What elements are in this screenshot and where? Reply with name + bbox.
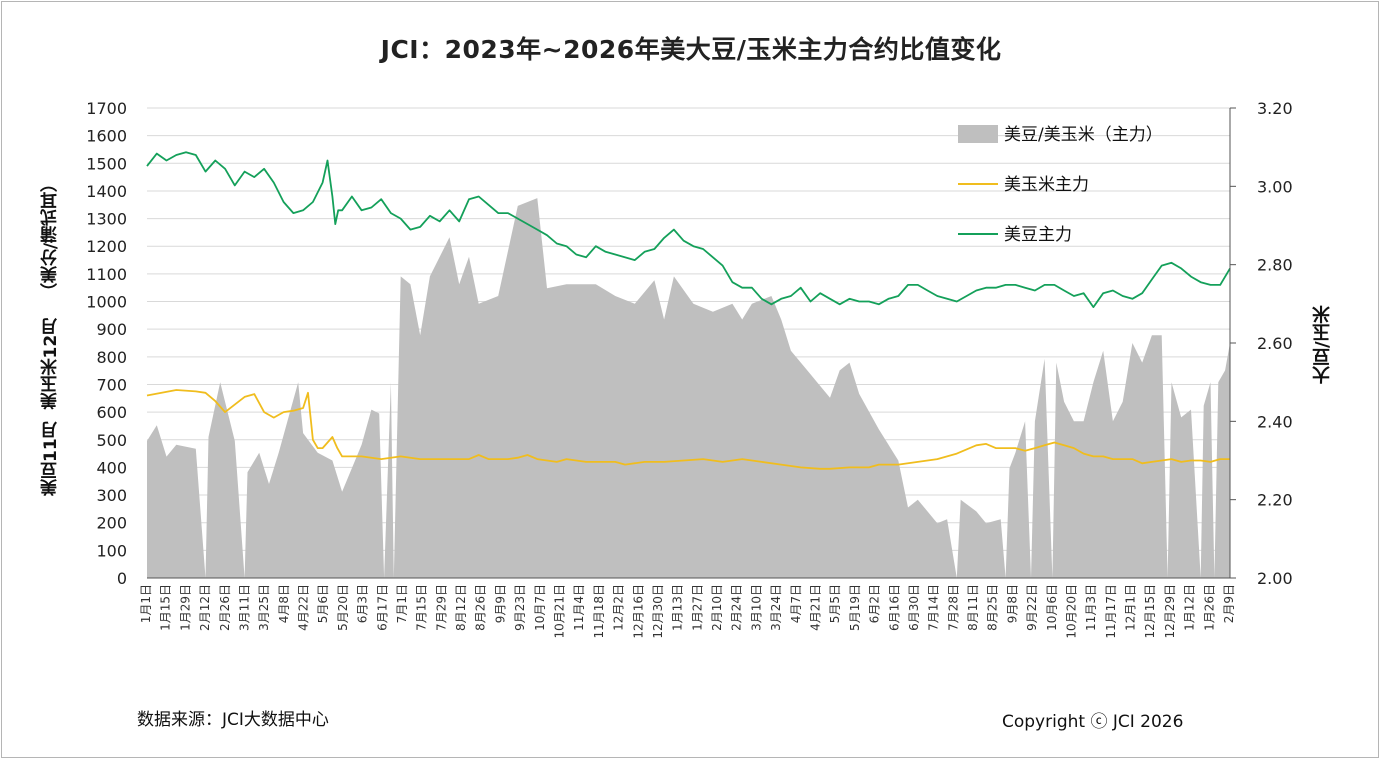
legend-label: 美豆/美玉米（主力） [1004, 125, 1163, 145]
y-right-tick-label: 2.40 [1257, 412, 1293, 431]
x-tick-label: 9月9日 [493, 584, 507, 623]
y-right-tick-label: 2.60 [1257, 334, 1293, 353]
corn-line-series [146, 389, 1230, 470]
x-tick-label: 7月14日 [927, 584, 941, 631]
x-tick-label: 5月6日 [316, 584, 330, 623]
x-tick-label: 1月27日 [690, 584, 704, 631]
x-tick-label: 5月20日 [336, 584, 350, 631]
y-right-tick-label: 2.20 [1257, 491, 1293, 510]
x-tick-label: 9月8日 [1005, 584, 1019, 623]
x-tick-label: 8月12日 [454, 584, 468, 631]
y-left-tick-label: 100 [96, 541, 127, 560]
y-left-tick-label: 1200 [86, 237, 127, 256]
x-tick-label: 2月10日 [710, 584, 724, 631]
copyright: Copyright ⓒ JCI 2026 [1002, 712, 1184, 732]
y-right-tick-label: 2.80 [1257, 256, 1293, 275]
y-left-tick-label: 1500 [86, 154, 127, 173]
soy-line-series [146, 151, 1231, 309]
x-tick-label: 6月2日 [868, 584, 882, 623]
x-tick-label: 10月20日 [1065, 584, 1079, 639]
x-tick-label: 8月11日 [966, 584, 980, 631]
y-left-tick-label: 1300 [86, 210, 127, 229]
x-tick-label: 1月12日 [1183, 584, 1197, 631]
x-tick-label: 12月1日 [1124, 584, 1138, 631]
data-source: 数据来源：JCI大数据中心 [137, 710, 329, 730]
x-tick-label: 4月22日 [297, 584, 311, 631]
x-tick-label: 11月4日 [572, 584, 586, 631]
x-tick-label: 3月11日 [238, 584, 252, 631]
x-tick-label: 6月16日 [887, 584, 901, 631]
x-tick-label: 9月22日 [1025, 584, 1039, 631]
x-tick-label: 7月1日 [395, 584, 409, 623]
x-tick-label: 2月24日 [730, 584, 744, 631]
legend-label: 美豆主力 [1004, 225, 1072, 245]
x-tick-label: 11月17日 [1104, 584, 1118, 639]
x-tick-label: 6月3日 [356, 584, 370, 623]
legend-label: 美玉米主力 [1004, 175, 1089, 195]
x-tick-label: 1月15日 [159, 584, 173, 631]
x-tick-label: 1月13日 [671, 584, 685, 631]
x-tick-label: 1月29日 [178, 584, 192, 631]
axes: 0 100 200 300 400 500 600 700 800 900 1000 1100 1200… [86, 99, 1292, 639]
y-left-tick-label: 1600 [86, 127, 127, 146]
x-tick-label: 4月21日 [809, 584, 823, 631]
chart-title: JCI：2023年~2026年美大豆/玉米主力合约比值变化 [380, 35, 1002, 64]
y-left-tick-label: 700 [96, 375, 127, 394]
x-tick-label: 6月17日 [375, 584, 389, 631]
x-tick-label: 5月5日 [828, 584, 842, 623]
x-tick-label: 4月8日 [277, 584, 291, 623]
y-right-tick-label: 3.20 [1257, 99, 1293, 118]
x-tick-label: 2月9日 [1222, 584, 1236, 623]
x-tick-label: 8月25日 [986, 584, 1000, 631]
x-tick-label: 11月18日 [592, 584, 606, 639]
x-tick-label: 1月1日 [139, 584, 153, 623]
x-tick-label: 10月7日 [533, 584, 547, 631]
x-tick-label: 7月15日 [415, 584, 429, 631]
y-right-tick-label: 2.00 [1257, 569, 1293, 588]
x-tick-label: 7月29日 [434, 584, 448, 631]
x-tick-label: 12月29日 [1163, 584, 1177, 639]
x-tick-label: 12月30日 [651, 584, 665, 639]
x-tick-label: 10月21日 [553, 584, 567, 639]
y-left-tick-label: 900 [96, 320, 127, 339]
x-tick-label: 9月23日 [513, 584, 527, 631]
x-tick-label: 2月26日 [218, 584, 232, 631]
y-left-tick-label: 1000 [86, 293, 127, 312]
x-tick-label: 7月28日 [946, 584, 960, 631]
x-tick-label: 2月12日 [198, 584, 212, 631]
x-tick-label: 12月2日 [612, 584, 626, 631]
y-left-tick-label: 400 [96, 458, 127, 477]
y-left-tick-label: 800 [96, 348, 127, 367]
x-tick-label: 8月26日 [474, 584, 488, 631]
y-right-tick-label: 3.00 [1257, 177, 1293, 196]
x-tick-label: 3月25日 [257, 584, 271, 631]
y-left-tick-label: 500 [96, 431, 127, 450]
x-tick-label: 10月6日 [1045, 584, 1059, 631]
y-left-tick-label: 1100 [86, 265, 127, 284]
x-tick-label: 11月3日 [1084, 584, 1098, 631]
y-left-tick-label: 1400 [86, 182, 127, 201]
x-tick-label: 12月16日 [631, 584, 645, 639]
x-tick-label: 12月15日 [1143, 584, 1157, 639]
y-left-tick-label: 1700 [86, 99, 127, 118]
x-tick-label: 3月24日 [769, 584, 783, 631]
x-tick-label: 3月10日 [749, 584, 763, 631]
legend-swatch-ratio [958, 125, 998, 143]
x-tick-label: 4月7日 [789, 584, 803, 623]
x-tick-label: 6月30日 [907, 584, 921, 631]
y-left-tick-label: 200 [96, 514, 127, 533]
y-left-tick-label: 0 [117, 569, 127, 588]
y-left-tick-label: 300 [96, 486, 127, 505]
ratio-area-series [147, 198, 1230, 578]
line-series-group [146, 151, 1231, 470]
x-tick-label: 5月19日 [848, 584, 862, 631]
y-left-tick-label: 600 [96, 403, 127, 422]
x-tick-label: 1月26日 [1202, 584, 1216, 631]
ratio-area-group [147, 198, 1230, 578]
